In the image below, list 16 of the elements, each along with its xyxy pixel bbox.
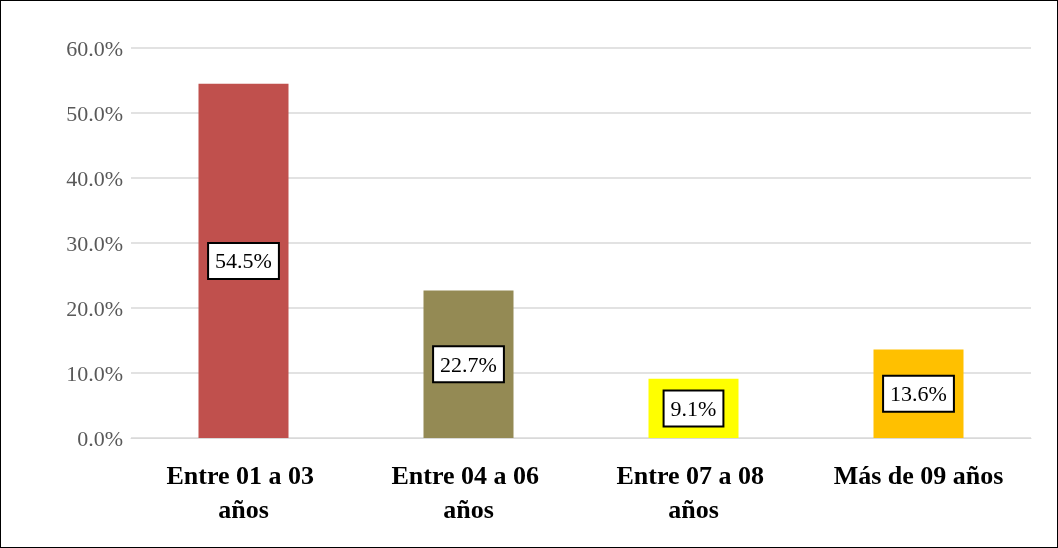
y-tick-label: 20.0% bbox=[66, 295, 123, 321]
x-tick-label: Entre 01 a 03 años bbox=[166, 460, 321, 524]
x-tick-label: Más de 09 años bbox=[833, 460, 1004, 490]
y-tick-label: 0.0% bbox=[77, 425, 123, 451]
x-tick-label: Entre 07 a 08 años bbox=[616, 460, 771, 524]
data-label: 13.6% bbox=[890, 381, 947, 407]
y-tick-label: 50.0% bbox=[66, 100, 123, 126]
bar bbox=[198, 83, 289, 438]
y-tick-label: 10.0% bbox=[66, 360, 123, 386]
data-label: 22.7% bbox=[440, 351, 497, 377]
data-label: 54.5% bbox=[215, 248, 272, 274]
y-tick-label: 30.0% bbox=[66, 230, 123, 256]
y-tick-label: 40.0% bbox=[66, 165, 123, 191]
data-label: 9.1% bbox=[670, 395, 717, 421]
x-tick-label: Entre 04 a 06 años bbox=[391, 460, 546, 524]
y-tick-label: 60.0% bbox=[66, 35, 123, 61]
